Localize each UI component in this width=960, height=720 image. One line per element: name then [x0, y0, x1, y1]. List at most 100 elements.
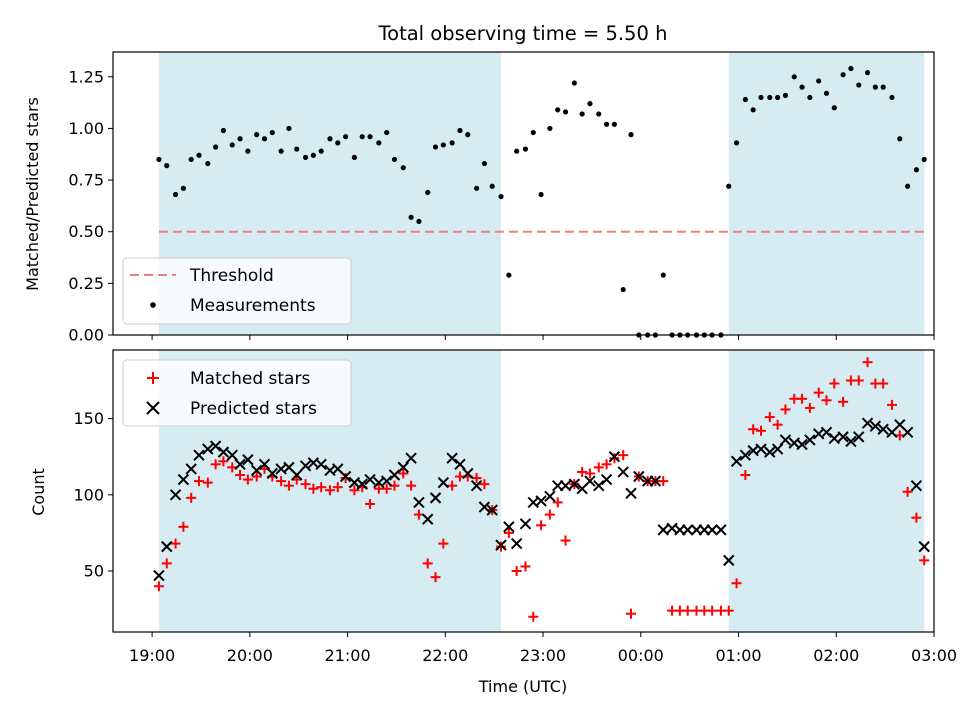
measurements-point [660, 272, 666, 278]
predicted-stars-point [779, 434, 792, 446]
measurements-point [587, 101, 593, 107]
measurements-point [628, 132, 634, 138]
top-legend-label-measurements: Measurements [190, 296, 316, 316]
predicted-stars-point [820, 426, 833, 439]
predicted-stars-point [910, 479, 923, 492]
matched-stars-point [804, 402, 815, 413]
measurements-point [750, 107, 756, 113]
measurements-point [611, 121, 617, 127]
measurements-point [327, 136, 333, 142]
matched-stars-point [536, 520, 547, 531]
matched-stars-point [308, 483, 319, 494]
predicted-stars-point [657, 524, 669, 536]
matched-stars-point [601, 459, 612, 470]
measurements-point [506, 272, 512, 278]
measurements-point [400, 165, 406, 171]
bottom-y-axis-label: Count [29, 468, 48, 516]
measurements-point [726, 183, 732, 189]
matched-stars-point [780, 404, 791, 415]
measurements-point [889, 94, 895, 101]
x-tick-label: 02:00 [813, 646, 859, 665]
matched-stars-point [496, 541, 507, 552]
matched-stars-point [853, 375, 864, 386]
predicted-stars-point [837, 431, 849, 443]
matched-stars-point [658, 476, 669, 487]
matched-stars-point [161, 558, 172, 569]
matched-stars-point [829, 378, 840, 389]
predicted-stars-point [397, 461, 409, 474]
predicted-stars-point [568, 478, 581, 490]
top-y-tick-label: 0.75 [68, 171, 104, 190]
predicted-stars-point [771, 443, 784, 455]
measurements-point [294, 146, 300, 152]
matched-stars-point [511, 566, 522, 577]
measurements-point [733, 140, 740, 146]
measurements-point [905, 183, 911, 189]
bottom-legend-label-predicted: Predicted stars [190, 399, 317, 419]
matched-stars-point [593, 462, 604, 473]
bottom-axes-frame [112, 349, 935, 633]
measurements-point [620, 286, 626, 293]
predicted-stars-point [715, 524, 727, 536]
predicted-stars-point [649, 475, 662, 487]
measurements-point [359, 134, 365, 140]
measurements-point [254, 132, 260, 138]
measurements-point [579, 111, 585, 117]
measurements-point [547, 125, 553, 132]
matched-stars-point [911, 512, 922, 523]
matched-stars-point [740, 469, 751, 480]
predicted-stars-point [625, 487, 637, 499]
measurements-point [555, 107, 561, 113]
matched-stars-point [381, 483, 392, 494]
matched-stars-point [227, 462, 238, 473]
predicted-stars-point [242, 454, 254, 466]
x-tick-label: 23:00 [520, 646, 566, 665]
measurements-point [188, 156, 194, 163]
matched-stars-point [878, 378, 889, 389]
measurements-point [913, 167, 920, 173]
matched-stars-point [438, 538, 449, 549]
matched-stars-point [772, 419, 783, 430]
measurements-point [205, 160, 211, 167]
matched-stars-point [821, 395, 832, 406]
matched-stars-point [186, 492, 197, 503]
predicted-stars-point [446, 452, 458, 464]
matched-stars-point [471, 473, 482, 484]
predicted-stars-point [413, 496, 425, 509]
measurements-point [391, 156, 398, 163]
predicted-stars-point [559, 479, 572, 492]
measurements-point [351, 154, 358, 160]
matched-stars-point [584, 468, 595, 479]
matched-stars-point [764, 412, 775, 423]
x-tick-label: 01:00 [715, 646, 761, 665]
predicted-stars-point [503, 521, 515, 533]
matched-stars-point [748, 424, 759, 435]
predicted-stars-point [217, 446, 230, 458]
matched-stars-point [202, 477, 213, 488]
predicted-stars-point [315, 458, 327, 471]
top-y-tick-label: 0.50 [68, 222, 104, 241]
x-tick-label: 22:00 [422, 646, 468, 665]
measurements-point [473, 185, 480, 191]
measurements-point [514, 148, 520, 154]
measurements-point [196, 152, 202, 158]
measurements-point [481, 160, 488, 167]
measurements-point [856, 82, 862, 88]
matched-stars-point [731, 578, 742, 589]
x-tick-label: 00:00 [618, 646, 664, 665]
measurements-point [530, 129, 536, 136]
predicted-stars-point [510, 537, 523, 550]
matched-stars-point [862, 357, 873, 368]
measurements-point [343, 134, 349, 140]
measurements-point [489, 183, 495, 189]
measurements-point [286, 125, 292, 132]
predicted-stars-point [356, 478, 368, 490]
predicted-stars-point [544, 490, 556, 503]
predicted-stars-point [291, 469, 303, 481]
matched-stars-point [332, 482, 343, 493]
measurements-point [457, 127, 463, 134]
matched-stars-point [422, 558, 433, 569]
matched-stars-point [813, 387, 824, 398]
matched-stars-point [242, 474, 253, 485]
bottom-y-tick-label: 100 [73, 485, 104, 504]
